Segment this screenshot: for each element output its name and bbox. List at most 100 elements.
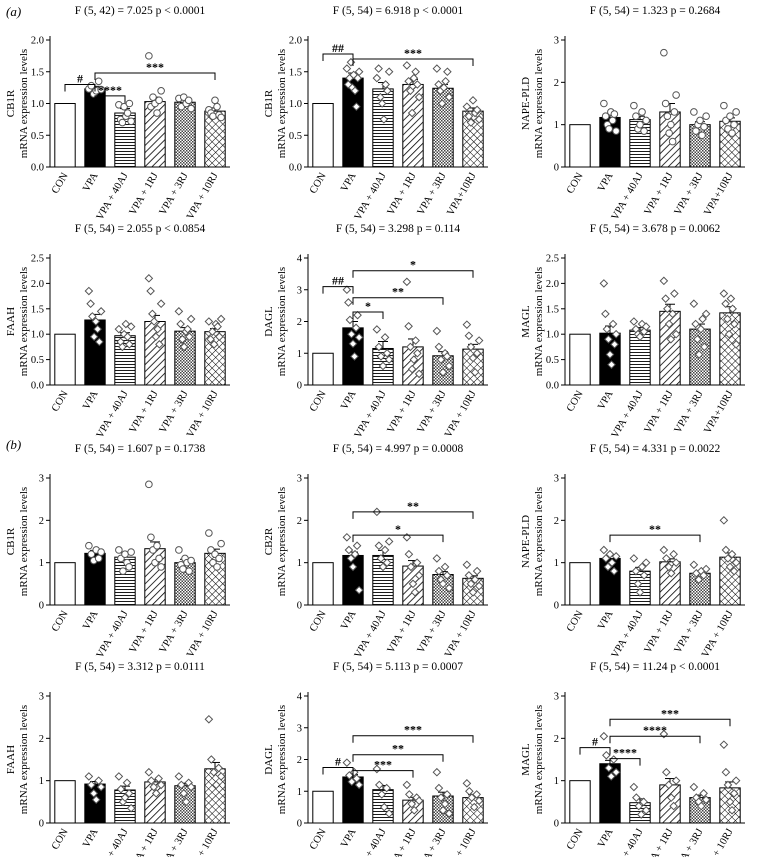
y-tick-label: 0: [297, 819, 302, 830]
data-point: [731, 776, 741, 785]
data-point: [184, 96, 193, 105]
data-point: [185, 332, 194, 342]
data-point: [185, 567, 193, 575]
data-point: [692, 127, 700, 135]
data-point: [698, 131, 706, 140]
data-point: [603, 562, 613, 572]
data-point: [375, 780, 384, 790]
data-point: [729, 566, 739, 576]
bar-3: [659, 784, 681, 824]
data-point: [155, 340, 164, 349]
data-point: [442, 790, 452, 799]
data-point: [147, 533, 155, 542]
y-axis-label: mRNA expression levels: [18, 705, 30, 814]
y-axis-label: MAGL: [520, 305, 532, 338]
data-point: [663, 304, 672, 314]
data-point: [405, 790, 414, 799]
data-point: [349, 70, 358, 80]
data-point: [350, 352, 359, 361]
data-point: [211, 780, 221, 790]
data-point: [689, 782, 699, 792]
data-point: [635, 332, 645, 342]
y-tick-label: 3: [554, 474, 559, 485]
bar-0: [312, 352, 334, 386]
data-point: [611, 329, 621, 339]
data-point: [630, 101, 638, 110]
significance-bracket: [352, 735, 474, 743]
data-point: [639, 571, 649, 580]
y-tick-label: 1: [39, 776, 44, 787]
data-point: [154, 774, 163, 783]
y-axis-label: mRNA expression levels: [276, 487, 288, 596]
data-point: [438, 805, 448, 815]
y-tick-label: 1: [554, 776, 559, 787]
y-tick-label: 0.0: [31, 381, 44, 392]
data-point: [468, 96, 478, 105]
chart-b3: F (5, 54) = 4.331 p = 0.0022 NAPE-PLD mRNA…: [520, 443, 745, 660]
data-point: [599, 279, 609, 288]
y-tick-label: 3: [39, 692, 44, 703]
data-point: [204, 317, 214, 326]
data-point: [374, 541, 384, 551]
y-axis-label: mRNA expression levels: [18, 49, 30, 158]
data-point: [632, 112, 640, 120]
data-point: [88, 312, 97, 321]
chart-title: F (5, 54) = 3.678 p = 0.0062: [590, 223, 721, 235]
data-point: [85, 541, 93, 550]
chart-title: F (5, 54) = 4.331 p = 0.0022: [590, 443, 721, 455]
data-point: [84, 772, 94, 781]
x-tick-label: VPA: [339, 171, 359, 194]
y-tick-label: 3: [297, 474, 302, 485]
x-tick-label: CON: [565, 171, 586, 196]
data-point: [156, 299, 166, 309]
data-point: [641, 558, 651, 567]
data-point: [149, 782, 159, 792]
data-point: [407, 364, 417, 374]
y-tick-label: 2: [297, 317, 302, 328]
y-axis-label: mRNA expression levels: [276, 49, 288, 158]
significance-bracket: [94, 72, 216, 81]
x-tick-label: VPA: [339, 827, 359, 850]
x-tick-label: VPA: [596, 389, 616, 412]
y-tick-label: 2: [39, 734, 44, 745]
data-point: [660, 48, 668, 57]
data-point: [157, 87, 165, 95]
data-point: [721, 299, 730, 309]
significance-label: #: [592, 735, 598, 749]
data-point: [693, 334, 702, 344]
y-tick-label: 1.5: [289, 67, 302, 78]
chart-title: F (5, 54) = 3.312 p = 0.0111: [75, 661, 205, 673]
y-axis-label: CB1R: [5, 89, 17, 117]
bar-0: [312, 562, 334, 606]
data-point: [462, 560, 472, 570]
y-axis-label: NAPE-PLD: [520, 77, 532, 130]
data-point: [465, 786, 474, 796]
data-point: [125, 563, 133, 571]
significance-label: **: [392, 742, 404, 756]
significance-bracket: [322, 53, 354, 61]
data-point: [726, 294, 736, 303]
data-point: [464, 331, 474, 341]
chart-a2: F (5, 54) = 6.918 p < 0.0001 CB1R mRNA exp…: [263, 5, 488, 222]
y-tick-label: 0.0: [31, 163, 44, 174]
data-point: [345, 315, 355, 325]
data-point: [211, 96, 219, 105]
data-point: [466, 118, 476, 127]
y-tick-label: 0: [39, 601, 44, 612]
y-tick-label: 2.5: [546, 254, 559, 265]
data-point: [723, 554, 733, 563]
data-point: [87, 780, 96, 790]
data-point: [145, 52, 153, 60]
data-point: [699, 789, 708, 798]
data-point: [354, 67, 364, 77]
y-tick-label: 1: [554, 120, 559, 131]
data-point: [96, 782, 106, 792]
data-point: [664, 780, 674, 790]
x-tick-label: VPA + 1RJ: [643, 827, 676, 857]
x-tick-label: VPA + 3RJ: [158, 171, 191, 217]
data-point: [701, 795, 711, 805]
y-axis-label: MAGL: [520, 743, 532, 776]
x-tick-label: VPA + 1RJ: [128, 389, 161, 435]
data-point: [94, 77, 103, 86]
data-point: [726, 112, 734, 120]
